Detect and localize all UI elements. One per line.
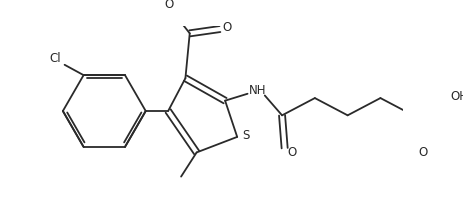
Text: O: O [417, 146, 426, 159]
Text: NH: NH [249, 84, 266, 97]
Text: O: O [286, 146, 295, 159]
Text: O: O [222, 21, 231, 34]
Text: S: S [242, 129, 249, 142]
Text: Cl: Cl [49, 52, 61, 65]
Text: OH: OH [450, 90, 463, 103]
Text: O: O [164, 0, 173, 11]
